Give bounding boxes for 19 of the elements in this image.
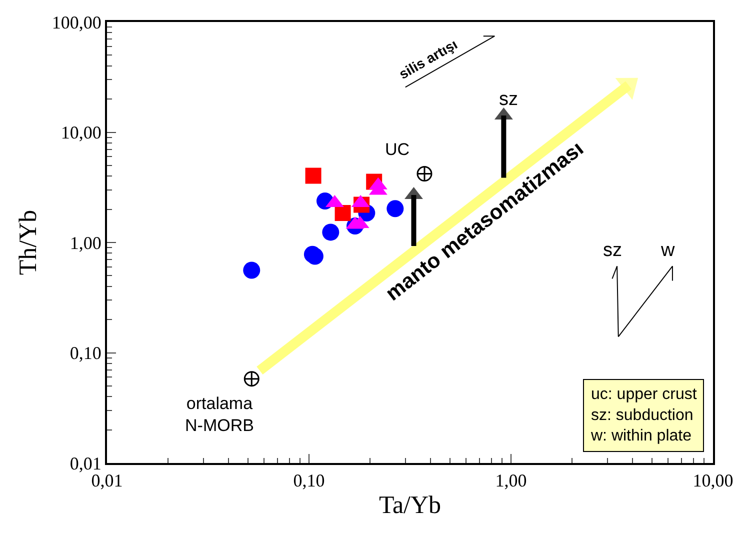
annotation: sz [603, 240, 622, 261]
x-tick-label: 0,01 [91, 470, 123, 491]
annotation: uc: upper crust sz: subduction w: within plate [590, 386, 698, 445]
line-series [612, 266, 673, 338]
y-tick-label: 1,00 [70, 232, 102, 253]
annotation: UC [385, 140, 410, 159]
annotation: ortalama N-MORB [185, 394, 254, 436]
x-tick-label: 0,10 [293, 470, 325, 491]
y-tick-label: 100,00 [52, 12, 102, 32]
y-tick-label: 10,00 [60, 122, 102, 143]
annotation: w [660, 240, 675, 261]
x-tick-label: 10,00 [692, 470, 734, 491]
x-tick-label: 1,00 [495, 470, 527, 491]
x-axis-title: Ta/Yb [378, 492, 442, 520]
annotation: sz [499, 89, 518, 110]
annotation: silis artışı [396, 36, 460, 82]
y-tick-label: 0,10 [70, 343, 102, 364]
y-axis-title: Th/Yb [15, 210, 42, 276]
y-tick-label: 0,01 [70, 453, 102, 474]
